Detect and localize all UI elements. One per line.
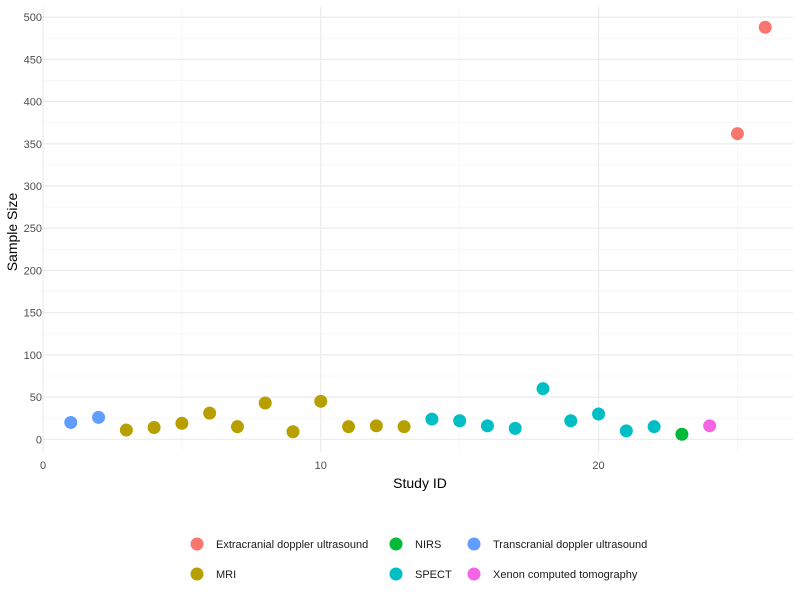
legend-label: Xenon computed tomography [493,569,638,581]
data-point [453,414,467,428]
y-tick-label: 150 [24,308,42,320]
data-point [425,412,439,426]
data-point [564,414,578,428]
data-point [397,420,411,434]
data-point [619,424,633,438]
data-point [675,427,689,441]
legend: Extracranial doppler ultrasound MRI NIRS SP… [190,537,647,581]
data-point [314,394,328,408]
y-tick-label: 250 [24,223,42,235]
legend-label: SPECT [415,569,452,581]
y-tick-label: 0 [36,434,42,446]
x-axis-title: Study ID [393,475,447,491]
data-point [258,396,272,410]
y-tick-label: 500 [24,12,42,24]
y-tick-label: 450 [24,54,42,66]
data-point [647,420,661,434]
data-point [92,410,106,424]
data-point [480,419,494,433]
legend-label: Extracranial doppler ultrasound [216,539,368,551]
y-tick-label: 200 [24,265,42,277]
y-axis-title: Sample Size [4,192,20,271]
legend-key [190,567,204,581]
y-tick-label: 400 [24,97,42,109]
data-point [147,421,161,435]
y-tick-label: 50 [30,392,42,404]
data-point [536,382,550,396]
y-tick-label: 350 [24,139,42,151]
y-tick-label: 300 [24,181,42,193]
data-point [703,419,717,433]
y-tick-label: 100 [24,350,42,362]
legend-key [467,537,481,551]
legend-key [467,567,481,581]
data-point [286,425,300,439]
data-point [203,406,217,420]
grid-lines [42,7,793,452]
legend-key [389,567,403,581]
x-tick-label: 0 [40,460,46,472]
data-point [369,419,383,433]
legend-label: Transcranial doppler ultrasound [493,539,647,551]
x-tick-label: 20 [592,460,604,472]
data-point [64,415,78,429]
data-points [64,20,772,441]
data-point [508,421,522,435]
data-point [230,420,244,434]
legend-label: NIRS [415,539,441,551]
data-point [592,407,606,421]
data-point [175,416,189,430]
legend-label: MRI [216,569,236,581]
data-point [342,420,356,434]
legend-key [389,537,403,551]
data-point [119,423,133,437]
legend-key [190,537,204,551]
x-tick-label: 10 [315,460,327,472]
data-point [730,127,744,141]
data-point [758,20,772,34]
